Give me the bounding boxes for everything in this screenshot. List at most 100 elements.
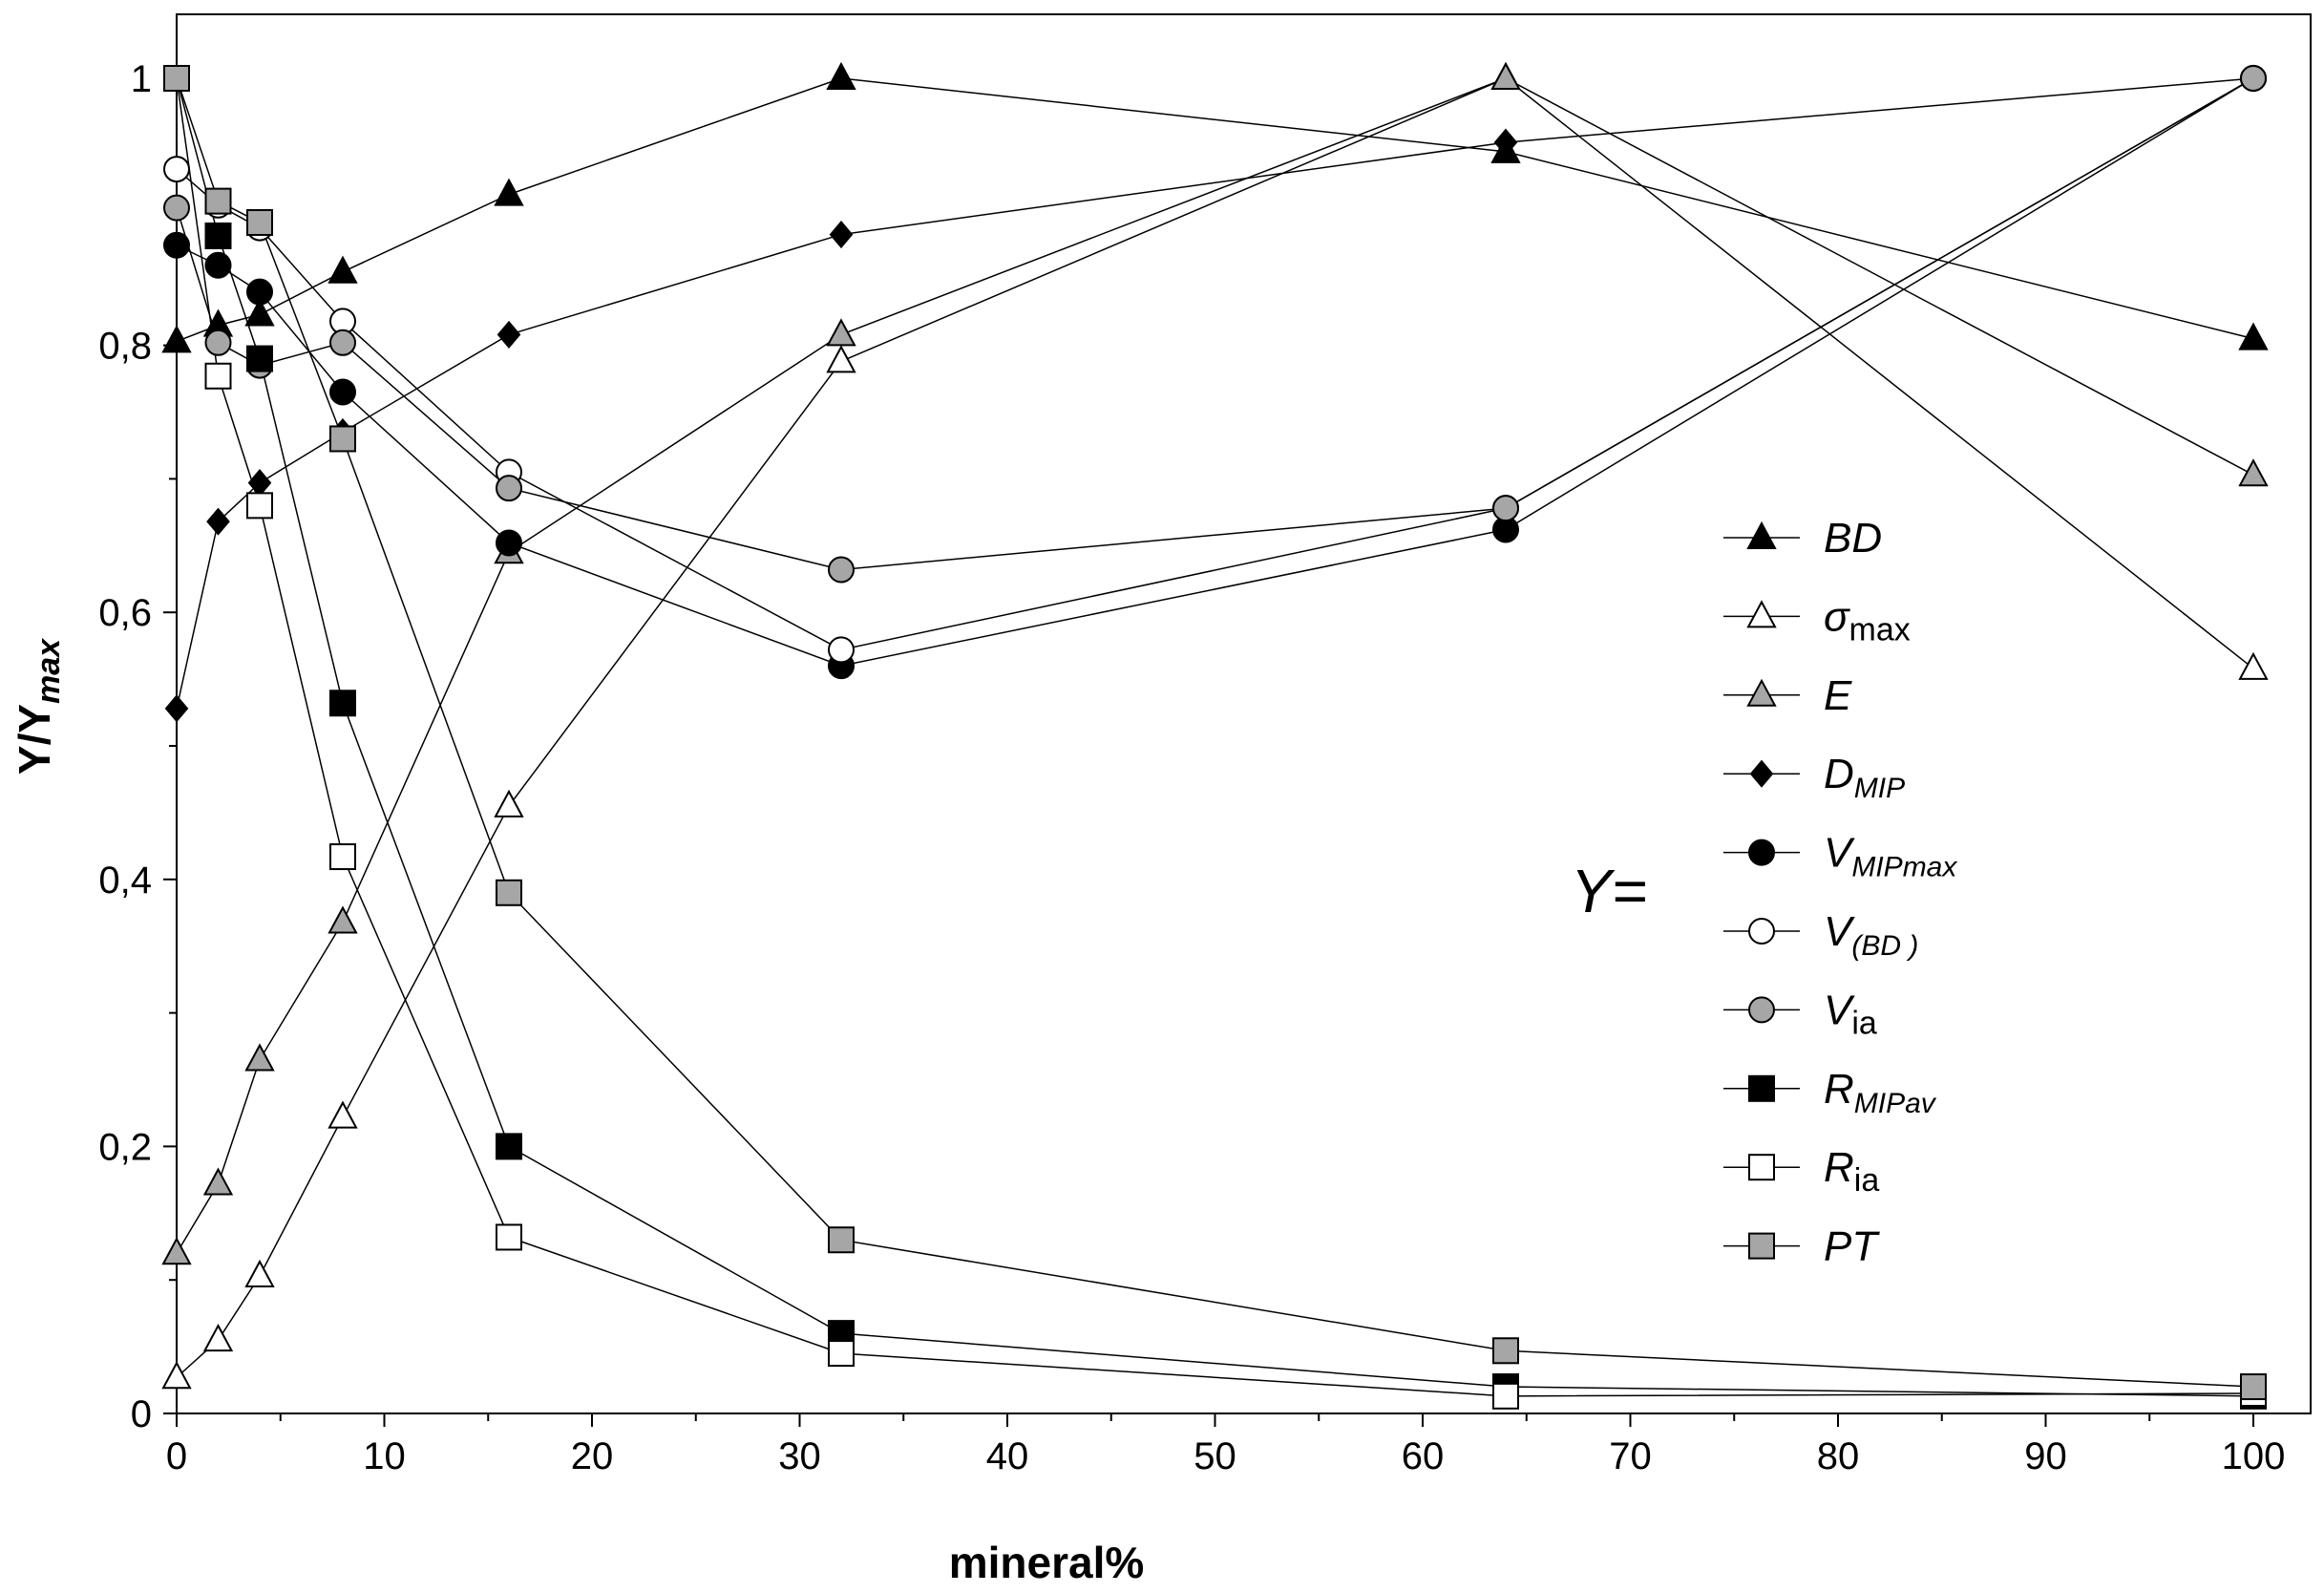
point-R_MIPav (329, 690, 356, 717)
point-R_MIPav (496, 1133, 522, 1160)
point-V_BD (828, 636, 855, 664)
point-V_ia (204, 329, 232, 356)
legend-item-BD: BD (1723, 515, 1882, 562)
point-V_ia (2240, 65, 2267, 92)
legend-item-R_MIPav: RMIPav (1723, 1066, 1937, 1119)
legend-label-sub: ia (1854, 1162, 1880, 1199)
series-line-D_MIP (176, 77, 2254, 710)
legend-label-sub: MIP (1854, 773, 1905, 804)
point-R_ia (496, 1223, 522, 1251)
legend-item-E: E (1723, 672, 1852, 719)
legend-marker-R_ia (1748, 1154, 1775, 1181)
x-tick-label: 60 (1402, 1435, 1445, 1477)
x-tick-label: 90 (2024, 1435, 2067, 1477)
legend-item-V_ia: Via (1723, 987, 1877, 1041)
point-PT (2240, 1373, 2267, 1401)
tick-labels: 0 10 20 30 40 50 60 70 80 90 100 0 0,2 0,4 0,6 0,8 1 (98, 58, 2285, 1477)
point-PT (1492, 1337, 1519, 1365)
point-E (327, 905, 358, 934)
point-V_ia (828, 556, 855, 584)
point-V_MIPmax (329, 378, 356, 406)
x-tick-label: 0 (166, 1435, 187, 1477)
y-tick-label: 0,6 (98, 592, 152, 634)
legend-label-sub: MIPmax (1851, 852, 1957, 883)
point-sigma_max (161, 1361, 192, 1390)
legend-label-main: V (1824, 830, 1855, 877)
y-axis-title-sub: max (31, 637, 67, 704)
point-R_MIPav (246, 345, 273, 372)
legend-label-sigma_max: σmax (1824, 593, 1911, 648)
point-R_ia (246, 492, 273, 520)
series-line-BD (176, 77, 2254, 343)
y-tick-label: 0,4 (98, 860, 152, 902)
legend-label-V_ia: Via (1824, 987, 1877, 1041)
legend-label-PT: PT (1824, 1223, 1880, 1270)
legend-label-main: E (1824, 672, 1852, 719)
legend-marker-V_BD (1748, 918, 1775, 945)
point-D_MIP (496, 320, 521, 349)
point-E (2238, 458, 2269, 487)
point-R_MIPav (204, 222, 232, 249)
legend-marker-PT (1748, 1232, 1775, 1260)
point-sigma_max (202, 1324, 234, 1352)
legend-label-V_BD: V(BD ) (1824, 908, 1918, 962)
series-line-R_ia (176, 77, 2254, 1397)
x-tick-label: 100 (2222, 1435, 2286, 1477)
y-axis-title-main: Y/Y (10, 704, 59, 775)
point-sigma_max (244, 1259, 275, 1288)
series-line-R_MIPav (176, 77, 2254, 1397)
legend-item-V_BD: V(BD ) (1723, 908, 1918, 962)
point-E (826, 318, 856, 347)
point-R_ia (329, 843, 356, 871)
x-tick-label: 40 (986, 1435, 1029, 1477)
y-tick-label: 1 (131, 58, 152, 100)
legend-item-V_MIPmax: VMIPmax (1723, 830, 1957, 883)
legend-label-sub: (BD ) (1851, 930, 1918, 962)
plot-frame (176, 13, 2312, 1414)
legend-marker-V_ia (1748, 996, 1775, 1024)
legend-label-V_MIPmax: VMIPmax (1824, 830, 1957, 883)
point-BD (826, 61, 856, 90)
y-tick-label: 0,2 (98, 1126, 152, 1168)
series-markers (161, 61, 2269, 1410)
point-sigma_max (2238, 651, 2269, 680)
point-sigma_max (826, 345, 856, 373)
series-line-E (176, 77, 2254, 1254)
legend-label-sub: ia (1851, 1005, 1877, 1041)
y-axis-title: Y/Ymax (10, 637, 67, 775)
legend-title: Y= (1571, 857, 1647, 925)
series-line-V_MIPmax (176, 77, 2254, 667)
point-V_MIPmax (246, 278, 273, 306)
legend-label-sub: MIPav (1854, 1088, 1937, 1119)
point-V_BD (163, 156, 190, 183)
series-lines (176, 77, 2254, 1397)
point-V_ia (163, 194, 190, 222)
point-PT (246, 208, 273, 236)
point-BD (494, 178, 524, 206)
legend-label-main: σ (1824, 593, 1850, 640)
point-BD (2238, 322, 2269, 350)
x-tick-label: 30 (778, 1435, 821, 1477)
legend-label-main: PT (1824, 1223, 1880, 1270)
legend-marker-D_MIP (1749, 759, 1774, 788)
legend-marker-R_MIPav (1748, 1074, 1775, 1102)
legend-item-D_MIP: DMIP (1723, 751, 1905, 804)
point-sigma_max (494, 789, 524, 818)
y-tick-label: 0 (131, 1393, 152, 1435)
axis-ticks (163, 77, 2254, 1427)
point-V_ia (329, 329, 356, 356)
legend-label-main: D (1824, 751, 1854, 797)
legend-marker-BD (1746, 520, 1777, 549)
point-BD (244, 298, 275, 327)
legend-label-BD: BD (1824, 515, 1882, 562)
legend-label-D_MIP: DMIP (1824, 751, 1905, 804)
point-BD (327, 255, 358, 284)
point-V_ia (1492, 495, 1519, 522)
legend-marker-E (1746, 678, 1777, 707)
series-line-V_ia (176, 77, 2254, 571)
legend-label-R_ia: Ria (1824, 1144, 1879, 1199)
point-PT (329, 425, 356, 453)
point-E (244, 1043, 275, 1072)
legend-item-PT: PT (1723, 1223, 1880, 1270)
